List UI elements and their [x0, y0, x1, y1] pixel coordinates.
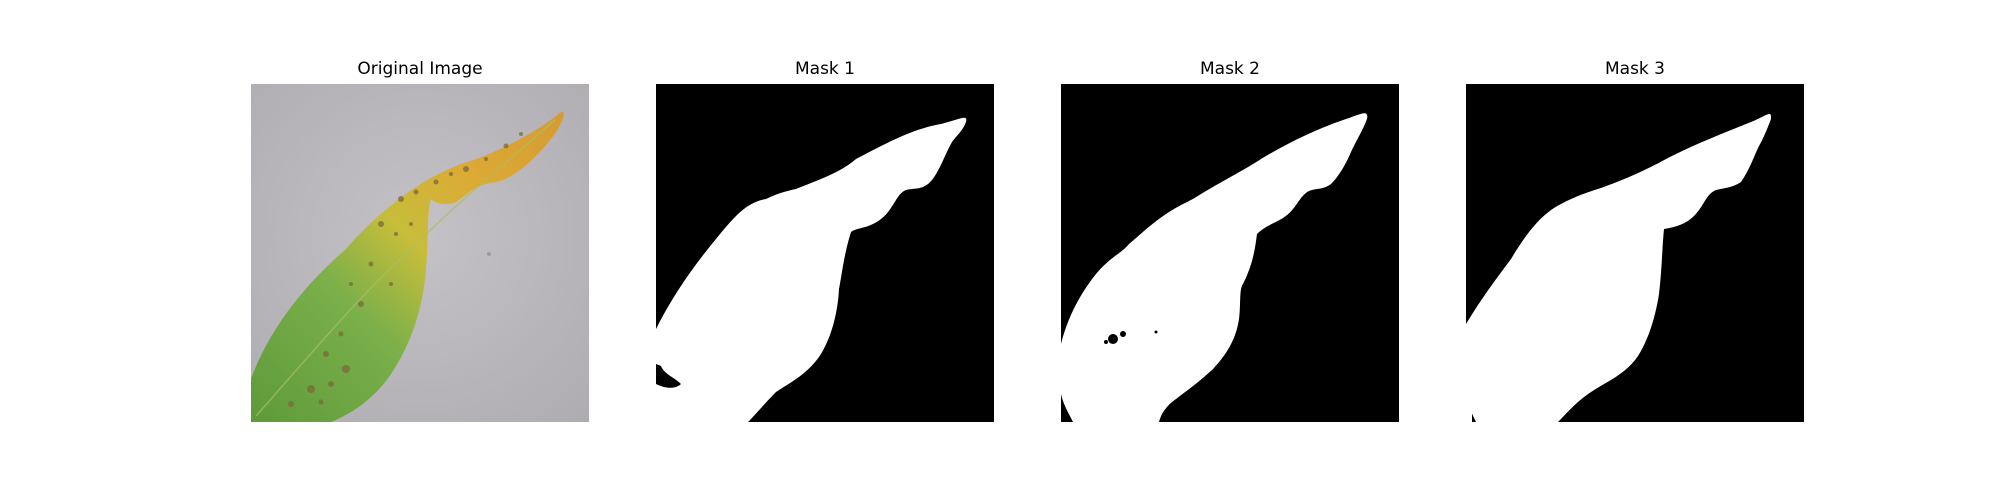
mask-2-image: [1061, 84, 1399, 422]
mask-1-image: [656, 84, 994, 422]
panel-title: Mask 2: [1199, 59, 1260, 79]
mask-2-region: [1061, 113, 1368, 422]
mask-3-region: [1466, 113, 1772, 422]
panel-title: Mask 3: [1604, 59, 1665, 79]
original-leaf-photo: [251, 84, 589, 422]
leaf-spots: [288, 132, 523, 407]
leaf-shape: [251, 111, 564, 422]
panel-title: Mask 1: [794, 59, 855, 79]
mask-3-image: [1466, 84, 1804, 422]
mask-2-holes: [1104, 330, 1158, 344]
mask-1-region: [656, 117, 967, 422]
panel-title: Original Image: [357, 59, 483, 79]
